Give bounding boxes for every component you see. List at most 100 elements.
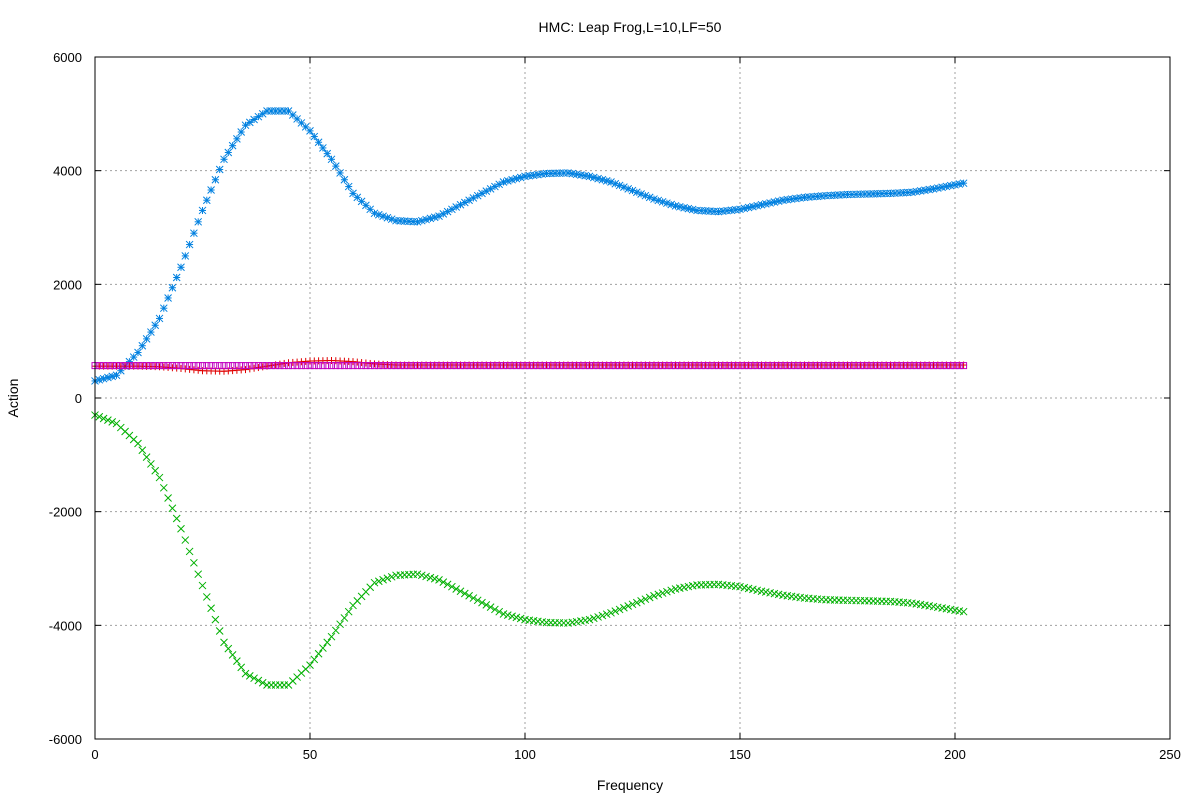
- data-point: [930, 362, 937, 370]
- data-point: [401, 362, 409, 370]
- data-point: [672, 362, 679, 370]
- data-point: [147, 460, 155, 468]
- data-point: [736, 362, 744, 370]
- data-point: [645, 193, 654, 202]
- data-point: [340, 362, 348, 370]
- data-point: [611, 179, 620, 188]
- data-point: [577, 362, 585, 370]
- data-point: [955, 362, 963, 370]
- data-point: [547, 362, 555, 370]
- data-point: [921, 362, 929, 370]
- data-point: [138, 446, 147, 455]
- data-point: [331, 162, 340, 170]
- data-point: [297, 119, 306, 127]
- data-point: [186, 362, 194, 370]
- data-point: [775, 362, 783, 370]
- data-point: [461, 362, 469, 370]
- data-point: [770, 362, 778, 370]
- data-point: [508, 175, 516, 184]
- data-point: [788, 362, 796, 370]
- data-point: [887, 362, 894, 370]
- data-point: [426, 362, 434, 370]
- data-point: [95, 362, 103, 370]
- data-point: [959, 179, 968, 188]
- data-point: [336, 620, 344, 629]
- data-point: [491, 605, 499, 614]
- data-point: [801, 362, 808, 370]
- data-point: [680, 362, 688, 370]
- data-point: [242, 362, 249, 370]
- data-point: [319, 644, 327, 652]
- data-point: [658, 589, 667, 597]
- data-point: [151, 362, 159, 370]
- data-point: [504, 362, 512, 370]
- data-point: [792, 362, 800, 370]
- data-point: [697, 362, 705, 370]
- data-point: [452, 585, 461, 593]
- data-point: [358, 362, 366, 370]
- data-point: [487, 362, 495, 370]
- data-point: [848, 362, 856, 370]
- data-point: [422, 362, 430, 370]
- data-point: [499, 178, 508, 186]
- data-point: [792, 194, 800, 203]
- data-point: [899, 362, 907, 370]
- data-point: [172, 273, 181, 282]
- data-point: [181, 252, 190, 260]
- data-point: [495, 607, 504, 616]
- data-point: [568, 362, 576, 370]
- data-point: [465, 591, 473, 600]
- data-point: [508, 362, 516, 370]
- data-point: [194, 570, 203, 579]
- data-point: [835, 362, 843, 370]
- data-point: [538, 362, 546, 370]
- x-tick-label: 150: [729, 747, 751, 762]
- data-point: [706, 362, 714, 370]
- data-point: [891, 362, 899, 370]
- data-point: [745, 362, 753, 370]
- data-point: [229, 362, 237, 370]
- data-point: [194, 362, 202, 370]
- data-point: [125, 362, 133, 370]
- data-point: [254, 364, 262, 372]
- data-point: [328, 362, 335, 370]
- data-point: [147, 362, 155, 370]
- data-point: [319, 362, 327, 370]
- data-point: [917, 362, 925, 370]
- data-point: [628, 186, 637, 195]
- x-tick-label: 250: [1159, 747, 1181, 762]
- data-point: [336, 362, 344, 370]
- data-point: [327, 632, 336, 641]
- data-point: [422, 215, 430, 224]
- data-point: [138, 362, 146, 370]
- data-point: [258, 109, 267, 118]
- data-point: [190, 558, 198, 567]
- data-point: [220, 155, 228, 164]
- data-point: [285, 362, 292, 370]
- data-point: [113, 362, 120, 370]
- data-point: [589, 173, 598, 182]
- data-point: [418, 362, 426, 370]
- data-point: [250, 115, 258, 124]
- data-point: [598, 611, 607, 620]
- data-point: [616, 362, 624, 370]
- data-point: [620, 362, 628, 370]
- data-point: [190, 362, 198, 370]
- data-point: [143, 362, 151, 370]
- data-point: [586, 362, 593, 370]
- y-tick-label: -2000: [49, 505, 82, 520]
- data-point: [659, 362, 667, 370]
- data-point: [323, 362, 331, 370]
- data-point: [370, 209, 379, 218]
- data-point: [280, 359, 288, 367]
- x-tick-label: 50: [303, 747, 317, 762]
- data-point: [667, 586, 676, 595]
- data-point: [796, 362, 804, 370]
- data-point: [151, 321, 160, 330]
- data-point: [839, 362, 847, 370]
- data-point: [108, 372, 117, 381]
- series-1: [91, 107, 968, 385]
- data-point: [228, 651, 237, 659]
- data-point: [405, 362, 413, 370]
- data-point: [224, 362, 232, 370]
